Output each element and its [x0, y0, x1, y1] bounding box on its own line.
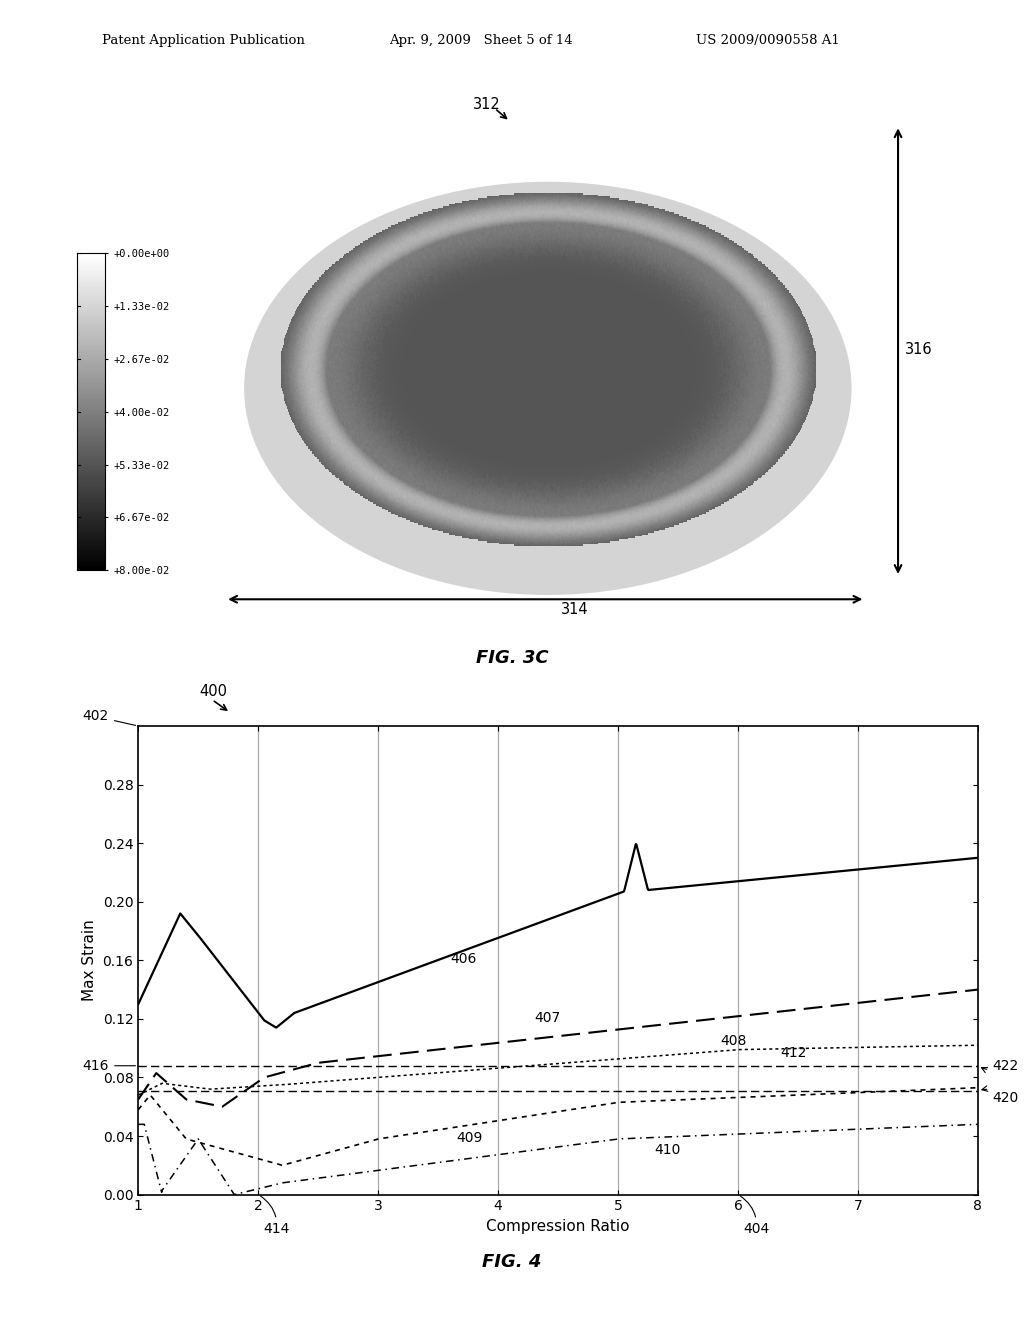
Text: 422: 422	[981, 1059, 1019, 1073]
Text: 312: 312	[473, 96, 501, 112]
Text: 407: 407	[535, 1011, 560, 1024]
Text: 420: 420	[982, 1086, 1019, 1105]
Text: 316: 316	[905, 342, 933, 358]
Text: 404: 404	[740, 1196, 770, 1237]
Ellipse shape	[244, 182, 852, 595]
Text: FIG. 4: FIG. 4	[482, 1253, 542, 1271]
Text: US 2009/0090558 A1: US 2009/0090558 A1	[696, 34, 840, 48]
Text: Apr. 9, 2009   Sheet 5 of 14: Apr. 9, 2009 Sheet 5 of 14	[389, 34, 572, 48]
X-axis label: Compression Ratio: Compression Ratio	[486, 1218, 630, 1234]
Text: 416: 416	[83, 1059, 135, 1073]
Text: 410: 410	[654, 1143, 680, 1156]
Text: Patent Application Publication: Patent Application Publication	[102, 34, 305, 48]
Text: 412: 412	[780, 1045, 806, 1060]
Text: 406: 406	[451, 952, 476, 966]
Y-axis label: Max Strain: Max Strain	[82, 920, 97, 1001]
Text: 414: 414	[260, 1196, 290, 1237]
Text: FIG. 3C: FIG. 3C	[476, 648, 548, 667]
Text: 402: 402	[83, 709, 135, 726]
Text: 409: 409	[456, 1131, 482, 1144]
Text: 408: 408	[720, 1035, 746, 1048]
Text: 400: 400	[200, 684, 227, 698]
Text: 314: 314	[561, 602, 589, 618]
